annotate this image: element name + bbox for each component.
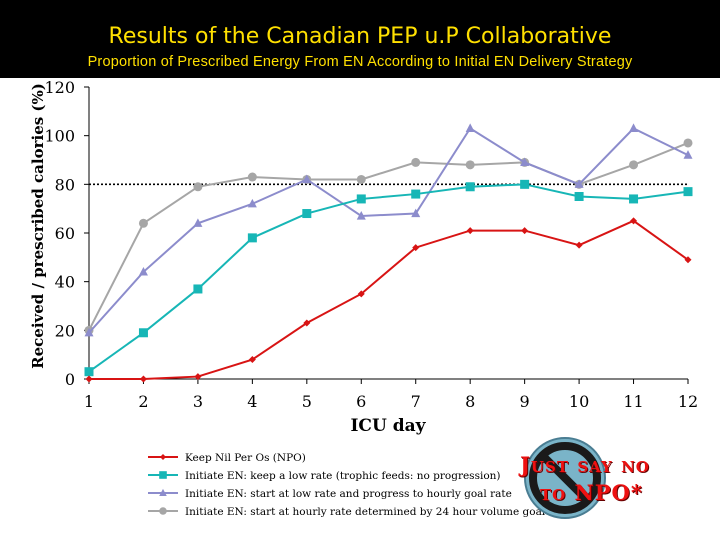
y-tick-label: 80 xyxy=(55,175,75,194)
data-point xyxy=(138,218,148,228)
data-point xyxy=(683,138,693,148)
x-tick-label: 1 xyxy=(84,392,94,411)
series-line xyxy=(88,183,689,373)
badge-line-2: to NPO* xyxy=(540,480,643,505)
legend-marker xyxy=(159,488,167,497)
data-point xyxy=(465,123,475,132)
series-3 xyxy=(84,123,693,337)
data-point xyxy=(465,160,475,170)
series-layer xyxy=(84,123,693,383)
data-point xyxy=(520,157,530,167)
x-tick-labels: 1 2 3 4 5 6 7 8 9 10 11 12 xyxy=(84,392,698,411)
data-point xyxy=(85,375,93,383)
series-line xyxy=(88,126,689,334)
prohibition-slash xyxy=(539,452,591,504)
data-point xyxy=(302,209,312,219)
y-tick-label: 40 xyxy=(55,273,75,292)
badge-line-1: Just say no xyxy=(520,452,650,477)
legend-item-3: Initiate EN: start at low rate and progr… xyxy=(148,488,512,500)
y-axis-label: Received / prescribed calories (%) xyxy=(29,83,47,369)
data-point xyxy=(356,211,366,220)
x-tick-label: 10 xyxy=(569,392,589,411)
series-2 xyxy=(84,179,693,377)
no-npo-badge xyxy=(524,437,606,519)
data-point xyxy=(247,172,257,182)
legend-item-4: Initiate EN: start at hourly rate determ… xyxy=(148,506,546,518)
data-point xyxy=(465,182,475,192)
x-tick-label: 11 xyxy=(623,392,643,411)
data-point xyxy=(248,356,256,364)
x-tick-label: 5 xyxy=(302,392,312,411)
y-tick-label: 60 xyxy=(55,224,75,243)
data-point xyxy=(684,256,692,264)
data-point xyxy=(466,227,474,235)
legend-marker xyxy=(159,507,167,515)
data-point xyxy=(138,328,148,338)
data-point xyxy=(302,174,312,184)
legend-label: Initiate EN: start at hourly rate determ… xyxy=(185,506,546,518)
data-point xyxy=(629,160,639,170)
data-point xyxy=(138,266,148,276)
legend-label: Initiate EN: keep a low rate (trophic fe… xyxy=(185,470,501,482)
x-tick-label: 4 xyxy=(247,392,257,411)
x-tick-label: 2 xyxy=(138,392,148,411)
data-point xyxy=(84,327,94,337)
prohibition-ring xyxy=(529,442,601,514)
x-tick-label: 9 xyxy=(520,392,530,411)
x-axis-label: ICU day xyxy=(350,416,426,436)
data-point xyxy=(575,241,583,249)
data-point xyxy=(193,218,203,227)
legend-marker xyxy=(160,454,166,460)
data-point xyxy=(194,373,202,381)
data-point xyxy=(411,189,421,199)
legend-item-2: Initiate EN: keep a low rate (trophic fe… xyxy=(148,470,501,482)
x-tick-label: 7 xyxy=(411,392,421,411)
data-point xyxy=(412,244,420,252)
y-tick-label: 0 xyxy=(65,370,75,389)
x-tick-label: 6 xyxy=(356,392,366,411)
data-point xyxy=(139,375,147,383)
legend-item-1: Keep Nil Per Os (NPO) xyxy=(148,452,306,464)
legend: Keep Nil Per Os (NPO) Initiate EN: keep a… xyxy=(148,452,546,518)
data-point xyxy=(357,290,365,298)
data-point xyxy=(356,194,366,204)
data-point xyxy=(683,187,693,197)
y-tick-labels: 0 20 40 60 80 100 120 xyxy=(44,78,75,389)
data-point xyxy=(574,179,584,188)
y-tick-label: 20 xyxy=(55,321,75,340)
data-point xyxy=(193,284,203,294)
data-point xyxy=(411,208,421,218)
data-point xyxy=(629,194,639,204)
x-tick-label: 8 xyxy=(465,392,475,411)
page-title: Results of the Canadian PEP u.P Collabor… xyxy=(108,24,612,49)
chart-subtitle: Proportion of Prescribed Energy From EN … xyxy=(87,54,633,70)
data-point xyxy=(247,198,257,208)
series-1 xyxy=(85,217,692,383)
legend-label: Initiate EN: start at low rate and progr… xyxy=(185,488,512,500)
data-point xyxy=(247,233,257,243)
y-tick-label: 100 xyxy=(44,127,75,146)
data-point xyxy=(193,182,203,192)
x-tick-label: 3 xyxy=(193,392,203,411)
data-point xyxy=(683,150,693,159)
series-line xyxy=(89,219,689,380)
data-point xyxy=(520,179,530,189)
legend-marker xyxy=(159,471,167,479)
data-point xyxy=(574,192,584,201)
data-point xyxy=(84,367,94,377)
data-point xyxy=(356,174,366,184)
data-point xyxy=(629,123,639,132)
legend-label: Keep Nil Per Os (NPO) xyxy=(185,452,306,464)
data-point xyxy=(303,319,311,327)
data-point xyxy=(411,157,421,167)
data-point xyxy=(630,217,638,225)
y-tick-label: 120 xyxy=(44,78,75,97)
x-tick-label: 12 xyxy=(678,392,698,411)
data-point xyxy=(521,227,529,235)
series-line xyxy=(88,142,689,331)
